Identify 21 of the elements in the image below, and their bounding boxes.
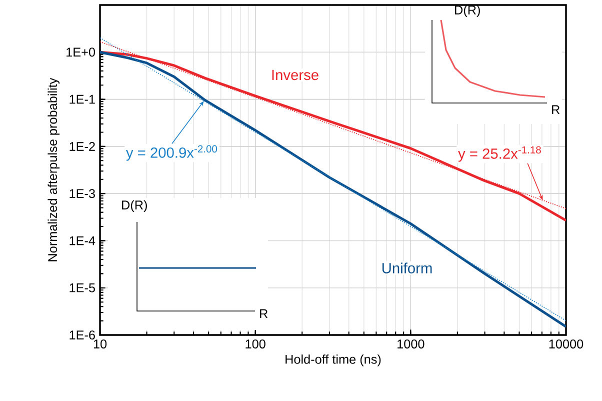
y-axis-title: Normalized afterpulse probability — [48, 78, 60, 262]
text: y = 200.9x$^{-2.00}$ — [126, 145, 218, 161]
y-tick-label: 1E-3 — [70, 189, 95, 198]
y-tick-label: 1E-4 — [70, 236, 96, 246]
x-axis-title: Hold-off time (ns) — [286, 354, 381, 366]
y-tick-label: 1E-6 — [70, 330, 95, 340]
series-label: y = 25.2x$^{-1.18}$ — [458, 146, 541, 162]
y-tick-label: 1E-2 — [70, 142, 95, 151]
annotation: R — [552, 105, 560, 114]
series-label: Inverse — [272, 70, 318, 80]
y-tick-label: 1E-5 — [70, 283, 95, 292]
annotation: D(R) — [122, 200, 147, 212]
series-label: Uniform — [382, 262, 432, 274]
y-tick-label: 1E-1 — [70, 94, 95, 104]
x-tick-label: 1000 — [398, 339, 424, 348]
y-tick-label: 1E+0 — [66, 48, 96, 57]
annotation: D(R) — [455, 5, 480, 17]
x-tick-label: 100 — [246, 339, 266, 348]
x-tick-label: 10000 — [549, 339, 584, 348]
annotation: R — [260, 309, 268, 318]
x-tick-label: 10 — [94, 339, 107, 348]
